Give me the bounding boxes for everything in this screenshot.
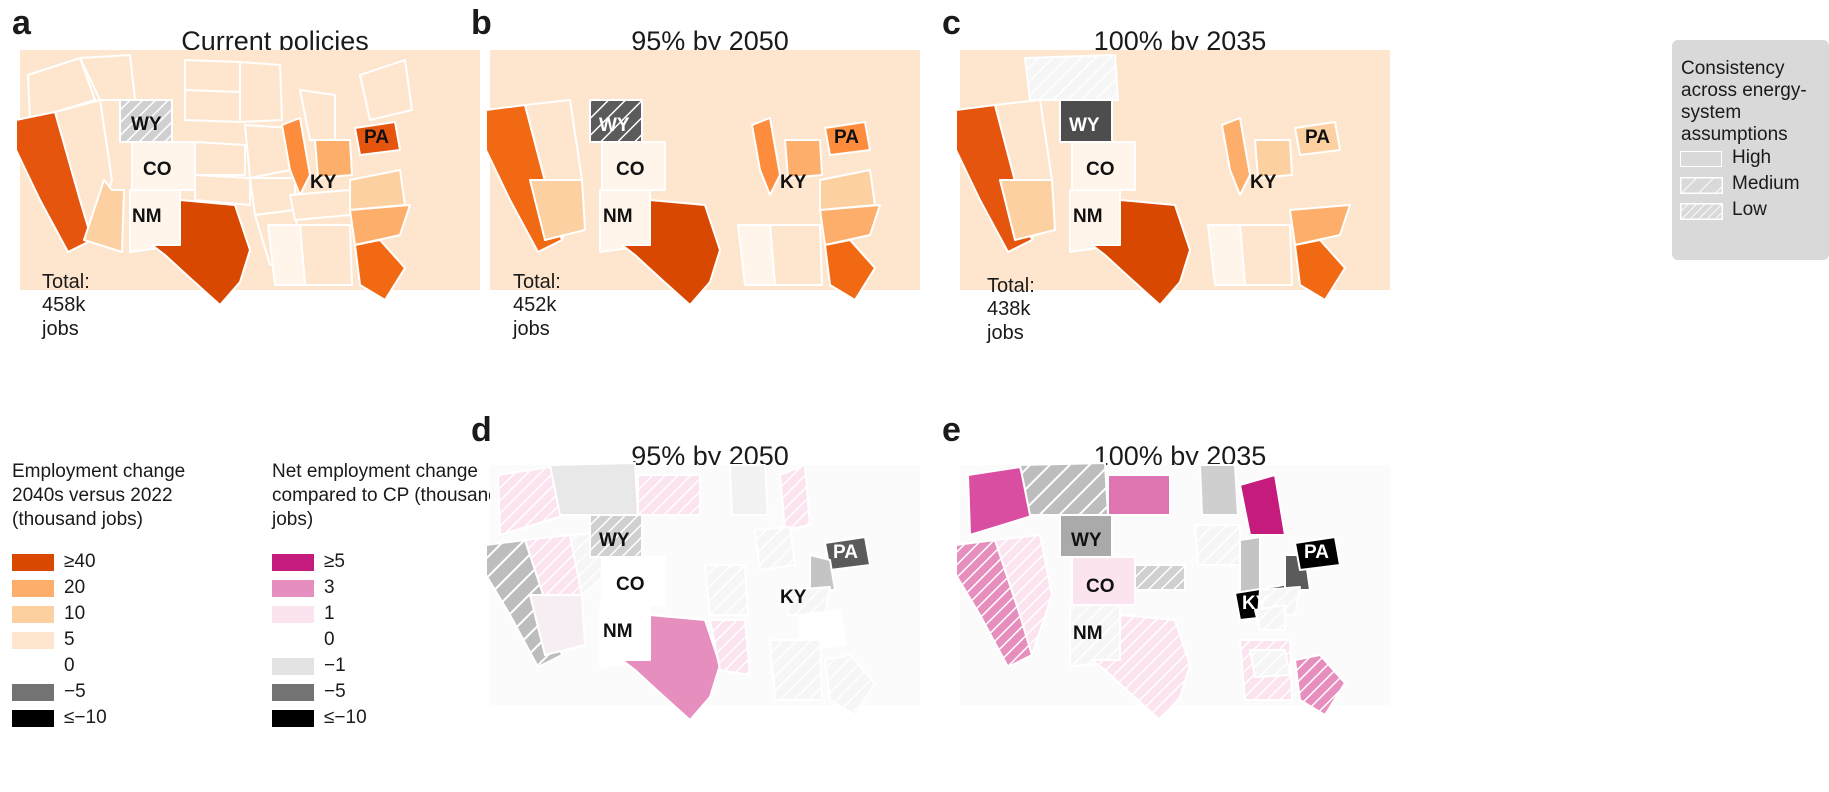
- us-map-net-95-by-2050: WY CO NM KY PA: [485, 462, 920, 721]
- state-label-ky: KY: [1250, 172, 1277, 193]
- state-label-nm: NM: [1073, 206, 1103, 227]
- legend-swatch: [272, 632, 314, 649]
- state-label-co: CO: [1086, 159, 1115, 180]
- state-label-co: CO: [616, 159, 645, 180]
- panel-label: e: [942, 411, 961, 449]
- legend-swatch: [272, 580, 314, 597]
- panel-label: d: [471, 411, 492, 449]
- legend-swatch: [12, 580, 54, 597]
- state-label-wy: WY: [599, 530, 630, 551]
- legend-label: 3: [324, 577, 335, 598]
- state-label-ky: KY: [1242, 593, 1269, 614]
- state-label-wy: WY: [131, 114, 162, 135]
- state-label-nm: NM: [132, 206, 162, 227]
- legend-item: 3: [272, 578, 472, 602]
- total-label: Total:: [42, 271, 90, 293]
- panel-label: b: [471, 4, 492, 42]
- high-swatch: [1680, 151, 1722, 167]
- state-label-pa: PA: [833, 542, 858, 563]
- consistency-legend: Consistency across energy-system assumpt…: [1672, 40, 1829, 260]
- legend-item: 5: [12, 630, 212, 654]
- state-label-pa: PA: [1304, 542, 1329, 563]
- legend-item-low: Low: [1680, 200, 1825, 224]
- state-label-nm: NM: [1073, 623, 1103, 644]
- legend-label: 20: [64, 577, 86, 598]
- employment-legend-title: Employment change 2040s versus 2022 (tho…: [12, 461, 186, 530]
- legend-item: −5: [272, 682, 472, 706]
- total-label: Total:: [513, 271, 561, 293]
- consistency-legend-title: Consistency across energy-system assumpt…: [1681, 58, 1807, 145]
- legend-swatch: [12, 606, 54, 623]
- state-label-pa: PA: [1305, 127, 1330, 148]
- legend-swatch: [272, 684, 314, 701]
- legend-item: ≤−10: [12, 708, 212, 732]
- legend-item: −5: [12, 682, 212, 706]
- legend-label: 10: [64, 603, 86, 624]
- legend-swatch: [12, 632, 54, 649]
- us-map-100-by-2035: WY CO NM KY PA: [955, 50, 1390, 306]
- legend-label: ≤−10: [324, 707, 367, 728]
- state-label-ky: KY: [780, 587, 807, 608]
- state-label-wy: WY: [599, 115, 630, 136]
- legend-swatch: [272, 710, 314, 727]
- total-value: 458k jobs: [42, 294, 86, 340]
- total-value: 438k jobs: [987, 298, 1031, 344]
- legend-swatch: [12, 710, 54, 727]
- legend-item: ≥40: [12, 552, 212, 576]
- legend-item: 10: [12, 604, 212, 628]
- legend-label: 0: [324, 629, 335, 650]
- state-label-nm: NM: [603, 621, 633, 642]
- state-label-ky: KY: [780, 172, 807, 193]
- legend-label: −1: [324, 655, 346, 676]
- legend-item-high: High: [1680, 148, 1825, 172]
- state-label-pa: PA: [364, 127, 389, 148]
- state-label-co: CO: [1086, 576, 1115, 597]
- state-label-co: CO: [143, 159, 172, 180]
- us-map-current-policies: WY CO NM KY PA: [15, 50, 480, 306]
- legend-label: 5: [64, 629, 75, 650]
- legend-swatch: [12, 554, 54, 571]
- state-label-wy: WY: [1071, 530, 1102, 551]
- legend-swatch: [272, 658, 314, 675]
- legend-item: ≥5: [272, 552, 472, 576]
- legend-label: ≤−10: [64, 707, 107, 728]
- state-label-ky: KY: [310, 172, 337, 193]
- legend-item: 20: [12, 578, 212, 602]
- legend-label: 0: [64, 655, 75, 676]
- legend-item: 1: [272, 604, 472, 628]
- legend-swatch: [272, 606, 314, 623]
- total-label: Total:: [987, 275, 1035, 297]
- legend-label: −5: [324, 681, 346, 702]
- us-map-net-100-by-2035: WY CO NM KY PA: [955, 462, 1390, 721]
- panel-label: a: [12, 4, 31, 42]
- low-swatch: [1680, 203, 1723, 220]
- legend-label: ≥40: [64, 551, 96, 572]
- legend-swatch: [272, 554, 314, 571]
- legend-item: 0: [12, 656, 212, 680]
- panel-label: c: [942, 4, 961, 42]
- legend-item: ≤−10: [272, 708, 472, 732]
- state-label-wy: WY: [1069, 115, 1100, 136]
- net-legend-title: Net employment change compared to CP (th…: [272, 461, 499, 530]
- medium-swatch: [1680, 177, 1723, 194]
- legend-label: Medium: [1732, 173, 1800, 194]
- state-label-co: CO: [616, 574, 645, 595]
- total-value: 452k jobs: [513, 294, 557, 340]
- legend-label: Low: [1732, 199, 1767, 220]
- legend-label: 1: [324, 603, 335, 624]
- legend-label: High: [1732, 147, 1772, 168]
- legend-item-medium: Medium: [1680, 174, 1825, 198]
- state-label-pa: PA: [834, 127, 859, 148]
- legend-label: ≥5: [324, 551, 345, 572]
- legend-item: 0: [272, 630, 472, 654]
- legend-swatch: [12, 658, 54, 675]
- legend-label: −5: [64, 681, 86, 702]
- legend-swatch: [12, 684, 54, 701]
- legend-item: −1: [272, 656, 472, 680]
- us-map-95-by-2050: WY CO NM KY PA: [485, 50, 920, 306]
- state-label-nm: NM: [603, 206, 633, 227]
